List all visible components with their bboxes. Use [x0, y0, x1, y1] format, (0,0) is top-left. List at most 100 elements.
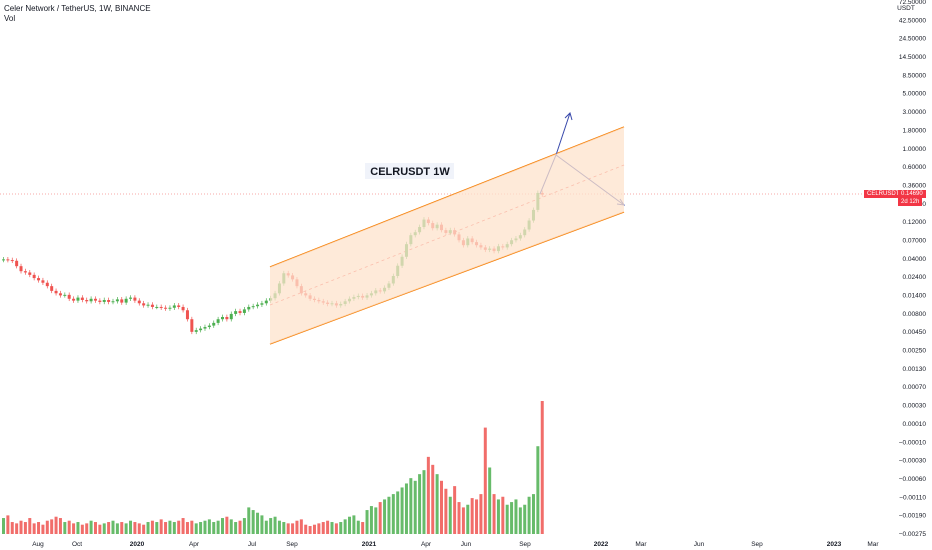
- volume-bar: [453, 486, 457, 534]
- volume-bar: [98, 524, 102, 534]
- time-tick-label: Mar: [635, 541, 647, 548]
- time-tick-label: 2023: [827, 541, 842, 548]
- volume-bar: [32, 523, 36, 534]
- volume-bar: [229, 519, 233, 534]
- candle-body: [37, 278, 41, 281]
- candle-body: [133, 297, 137, 301]
- volume-bar: [256, 512, 260, 534]
- volume-bar: [291, 523, 295, 534]
- volume-bar: [422, 470, 426, 534]
- volume-bar: [190, 520, 194, 534]
- volume-bar: [238, 520, 242, 534]
- volume-bar: [260, 515, 264, 534]
- price-tick-label: 0.00010: [903, 421, 927, 428]
- price-tick-label: 5.00000: [903, 91, 927, 98]
- candle-body: [146, 304, 150, 306]
- volume-bar: [115, 523, 119, 534]
- annotation-box[interactable]: [365, 163, 454, 179]
- price-tick-label: 24.50000: [899, 36, 926, 43]
- volume-legend: Vol: [4, 14, 16, 23]
- volume-bar: [536, 446, 540, 534]
- volume-bar: [321, 522, 325, 534]
- candle-body: [32, 274, 36, 279]
- price-tick-label: 0.00030: [903, 403, 927, 410]
- volume-bar: [312, 524, 316, 534]
- price-tick-label: 0.07000: [903, 237, 927, 244]
- price-tick-label: 0.12000: [903, 219, 927, 226]
- candle-body: [172, 305, 176, 308]
- volume-bar: [80, 524, 84, 534]
- volume-bar: [440, 480, 443, 534]
- volume-bars: [2, 401, 544, 534]
- candle-body: [229, 313, 233, 320]
- candle-body: [234, 311, 238, 314]
- candle-body: [63, 294, 67, 296]
- up-arrowhead: [564, 112, 573, 121]
- volume-bar: [492, 494, 496, 534]
- candle-body: [19, 266, 23, 272]
- volume-bar: [23, 522, 27, 534]
- volume-bar: [295, 520, 299, 534]
- volume-bar: [129, 520, 133, 534]
- time-tick-label: Jun: [694, 541, 705, 548]
- candle-body: [207, 325, 211, 328]
- candle-body: [85, 300, 89, 302]
- time-tick-label: Jul: [248, 541, 257, 548]
- candle-body: [164, 307, 168, 309]
- volume-bar: [247, 507, 251, 534]
- volume-bar: [185, 522, 189, 534]
- candle-body: [120, 299, 124, 303]
- time-axis[interactable]: Aug Oct 2020 Apr Jul Sep 2021 Apr Jun Sep 2022 Mar J…: [32, 541, 879, 548]
- candle-body: [260, 303, 264, 305]
- volume-bar: [286, 523, 290, 534]
- candle-body: [15, 260, 19, 267]
- volume-bar: [172, 522, 176, 534]
- candle-body: [185, 310, 189, 320]
- volume-bar: [63, 522, 67, 534]
- countdown-badge: 2d 12h: [898, 198, 923, 206]
- candle-body: [238, 311, 242, 313]
- volume-bar: [418, 474, 422, 534]
- candle-body: [221, 316, 224, 320]
- volume-bar: [269, 518, 273, 534]
- volume-bar: [216, 520, 220, 534]
- price-tick-label: 0.00130: [903, 366, 927, 373]
- candle-body: [93, 298, 97, 301]
- price-tick-label: 1.80000: [903, 127, 927, 134]
- volume-bar: [383, 499, 387, 534]
- volume-bar: [242, 518, 246, 534]
- volume-bar: [177, 520, 181, 534]
- volume-bar: [387, 496, 391, 534]
- volume-bar: [330, 522, 334, 534]
- volume-bar: [45, 520, 49, 534]
- price-tick-label: 0.04000: [903, 256, 927, 263]
- volume-bar: [159, 519, 163, 534]
- candle-body: [137, 300, 141, 304]
- volume-bar: [448, 496, 452, 534]
- volume-bar: [339, 522, 343, 534]
- time-tick-label: 2021: [362, 541, 377, 548]
- volume-bar: [168, 520, 172, 534]
- candle-body: [41, 280, 45, 283]
- volume-bar: [435, 474, 439, 534]
- volume-bar: [199, 522, 203, 534]
- volume-bar: [93, 522, 97, 534]
- candle-body: [256, 304, 260, 307]
- volume-bar: [369, 506, 373, 534]
- price-tick-label: 0.36000: [903, 182, 927, 189]
- candle-body: [150, 304, 154, 307]
- candle-body: [54, 290, 58, 294]
- candle-body: [58, 293, 62, 296]
- channel-area: [270, 127, 624, 344]
- volume-bar: [479, 494, 483, 534]
- price-badge: 0.14690: [898, 190, 926, 198]
- volume-bar: [273, 516, 277, 534]
- price-tick-label: 3.00000: [903, 109, 927, 116]
- volume-bar: [41, 524, 45, 534]
- candle-body: [225, 316, 229, 320]
- candle-body: [98, 300, 102, 302]
- volume-bar: [111, 520, 115, 534]
- candle-body: [177, 305, 181, 307]
